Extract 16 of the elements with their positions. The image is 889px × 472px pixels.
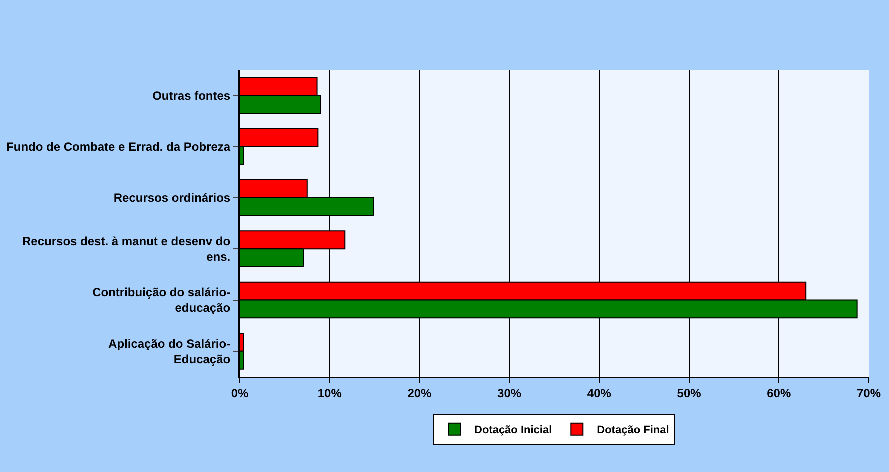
legend-label: Dotação Inicial xyxy=(474,424,552,437)
x-tick-label: 0% xyxy=(231,386,249,400)
y-tick-label: Recursos dest. à manut e desenv do ens. xyxy=(22,234,231,264)
y-tick-label: Recursos ordinários xyxy=(114,191,231,206)
y-tick-label: Contribuição do salário-educação xyxy=(92,286,231,316)
x-tick-label: 20% xyxy=(408,386,432,400)
x-tick-label: 50% xyxy=(677,386,702,400)
x-tick-label: 70% xyxy=(856,386,882,400)
x-tick-label: 40% xyxy=(587,386,612,400)
y-tick-label: Outras fontes xyxy=(152,88,231,103)
x-tick-label: 10% xyxy=(318,386,342,400)
y-tick-label: Fundo de Combate e Errad. da Pobreza xyxy=(6,140,231,154)
y-tick-label: Aplicação do Salário-Educação xyxy=(108,336,231,366)
x-tick-label: 30% xyxy=(498,386,522,400)
legend-label: Dotação Final xyxy=(597,424,670,437)
x-tick-label: 60% xyxy=(767,386,792,400)
